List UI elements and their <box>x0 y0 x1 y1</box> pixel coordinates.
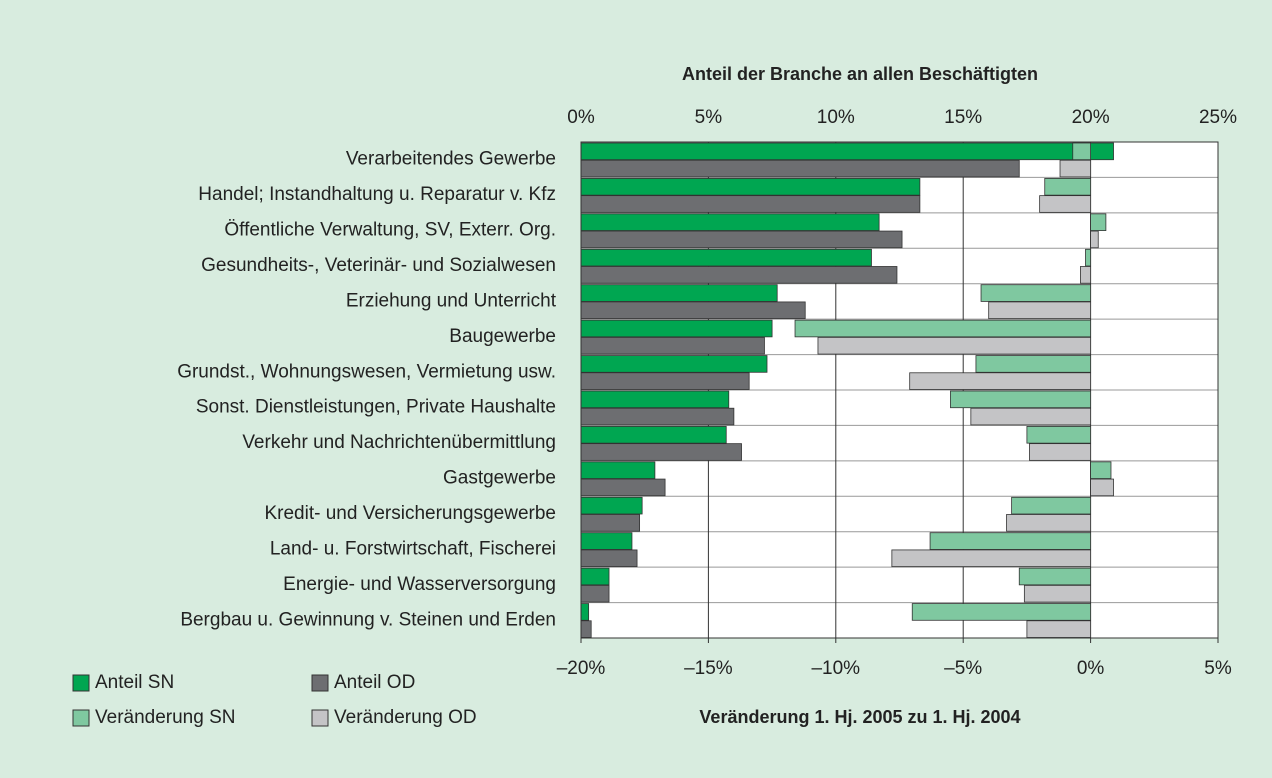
y-tick-label: Energie- und Wasserversorgung <box>283 574 556 595</box>
y-tick-label: Handel; Instandhaltung u. Reparatur v. K… <box>198 184 556 205</box>
x-tick-label: 5% <box>695 107 723 128</box>
x2-tick-label: –10% <box>811 658 860 679</box>
legend-label: Anteil SN <box>95 672 174 693</box>
legend-label: Anteil OD <box>334 672 415 693</box>
legend-swatch <box>72 674 90 692</box>
bar <box>580 319 773 338</box>
bar <box>988 301 1091 320</box>
bar <box>980 284 1092 302</box>
y-tick-label: Baugewerbe <box>449 326 556 347</box>
x-tick-label: 25% <box>1199 107 1237 128</box>
x2-tick-label: –5% <box>944 658 982 679</box>
x2-tick-label: –15% <box>684 658 733 679</box>
bar <box>580 178 921 196</box>
y-tick-label: Verkehr und Nachrichtenübermittlung <box>242 432 556 453</box>
y-tick-label: Kredit- und Versicherungsgewerbe <box>264 503 556 524</box>
y-tick-label: Verarbeitendes Gewerbe <box>346 149 556 170</box>
y-tick-label: Gesundheits-, Veterinär- und Sozialwesen <box>201 255 556 276</box>
bar <box>580 142 1114 161</box>
bar <box>911 603 1091 621</box>
x-axis-title: Anteil der Branche an allen Beschäftigte… <box>682 64 1038 84</box>
bar <box>891 549 1092 568</box>
bar <box>1090 230 1099 249</box>
bar <box>929 532 1091 550</box>
bar <box>580 284 778 302</box>
y-tick-label: Erziehung und Unterricht <box>346 290 557 311</box>
y-tick-label: Bergbau u. Gewinnung v. Steinen und Erde… <box>180 609 556 630</box>
y-tick-label: Gastgewerbe <box>443 468 556 489</box>
legend-label: Veränderung OD <box>334 707 477 728</box>
bar <box>580 620 592 638</box>
x2-tick-label: –20% <box>557 658 606 679</box>
bar <box>1026 426 1092 444</box>
x2-tick-label: 5% <box>1204 658 1232 679</box>
bar <box>580 355 768 373</box>
bar <box>1026 620 1092 638</box>
bar <box>580 407 735 426</box>
bar <box>580 248 872 267</box>
x2-tick-label: 0% <box>1077 658 1105 679</box>
legend-label: Veränderung SN <box>95 707 236 728</box>
bar <box>1029 443 1091 461</box>
bar <box>580 514 641 532</box>
bar <box>1044 178 1091 196</box>
x2-axis-title: Veränderung 1. Hj. 2005 zu 1. Hj. 2004 <box>699 707 1020 727</box>
bar <box>909 372 1092 390</box>
bar <box>580 532 633 550</box>
bar <box>580 372 750 390</box>
legend-swatch <box>311 709 329 727</box>
bar <box>580 496 643 515</box>
bar <box>1085 248 1092 267</box>
bar <box>1039 195 1092 213</box>
bar <box>580 584 610 603</box>
bar <box>580 336 765 355</box>
legend-swatch <box>72 709 90 727</box>
bar <box>817 336 1091 355</box>
bar <box>580 266 898 284</box>
bar <box>975 355 1092 373</box>
bar <box>1059 159 1092 178</box>
bar <box>580 549 638 568</box>
bar <box>970 407 1091 426</box>
bar <box>1018 567 1091 586</box>
bar <box>580 213 880 231</box>
x-tick-label: 0% <box>567 107 595 128</box>
bar <box>580 443 742 461</box>
y-tick-label: Sonst. Dienstleistungen, Private Haushal… <box>196 397 556 418</box>
bar <box>1072 142 1092 161</box>
bar <box>950 390 1092 409</box>
bar <box>1090 213 1107 231</box>
bar <box>1006 514 1091 532</box>
y-tick-label: Land- u. Forstwirtschaft, Fischerei <box>270 538 556 559</box>
bar <box>580 230 903 249</box>
bar <box>580 426 727 444</box>
bar <box>580 301 806 320</box>
bar <box>794 319 1091 338</box>
y-tick-label: Öffentliche Verwaltung, SV, Exterr. Org. <box>224 220 556 241</box>
plot-border <box>580 141 1219 639</box>
bar <box>1090 461 1112 479</box>
x-tick-label: 20% <box>1072 107 1110 128</box>
bar <box>1011 496 1091 515</box>
bar <box>1080 266 1091 284</box>
legend-swatch <box>311 674 329 692</box>
bar <box>580 603 590 621</box>
bar <box>580 390 730 409</box>
x-tick-label: 15% <box>944 107 982 128</box>
bar <box>580 159 1020 178</box>
y-tick-label: Grundst., Wohnungswesen, Vermietung usw. <box>177 361 556 382</box>
bar <box>1090 478 1114 497</box>
bar <box>580 478 666 497</box>
bar <box>1023 584 1092 603</box>
bar <box>580 461 656 479</box>
bar <box>580 195 921 213</box>
bar <box>580 567 610 586</box>
x-tick-label: 10% <box>817 107 855 128</box>
